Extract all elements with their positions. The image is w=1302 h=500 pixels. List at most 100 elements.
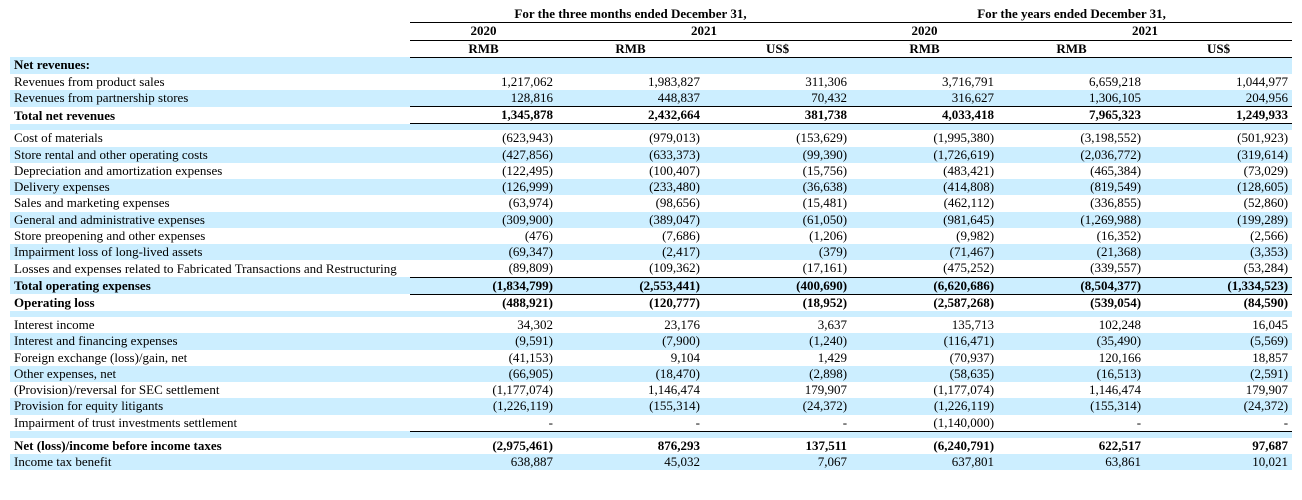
cell: 1,429: [704, 350, 851, 366]
table-row: Interest income34,30223,1763,637135,7131…: [10, 317, 1292, 333]
cell: (1,226,119): [410, 398, 557, 414]
row-label: Store preopening and other expenses: [10, 228, 410, 244]
cell: (18,952): [704, 294, 851, 311]
cell: 3,716,791: [851, 74, 998, 90]
table-row: Store rental and other operating costs(4…: [10, 147, 1292, 163]
row-label: Provision for equity litigants: [10, 398, 410, 414]
cell: (6,240,791): [851, 438, 998, 454]
cell: (69,347): [410, 244, 557, 260]
table-row: Net (loss)/income before income taxes(2,…: [10, 438, 1292, 454]
cell: 102,248: [998, 317, 1145, 333]
hdr-year-3: 2021: [998, 23, 1292, 40]
cell: 18,857: [1145, 350, 1292, 366]
cell: (6,620,686): [851, 277, 998, 294]
cell: (84,590): [1145, 294, 1292, 311]
cell: 63,861: [998, 454, 1145, 470]
hdr-year-1: 2021: [557, 23, 851, 40]
cell: (18,470): [557, 366, 704, 382]
cell: (122,495): [410, 163, 557, 179]
cell: (1,334,523): [1145, 277, 1292, 294]
cell: (71,467): [851, 244, 998, 260]
cell: (58,635): [851, 366, 998, 382]
cell: (488,921): [410, 294, 557, 311]
cell: (1,726,619): [851, 147, 998, 163]
cell: 7,965,323: [998, 107, 1145, 124]
table-row: Other expenses, net(66,905)(18,470)(2,89…: [10, 366, 1292, 382]
cell: 1,306,105: [998, 90, 1145, 107]
cell: 179,907: [704, 382, 851, 398]
row-label: Impairment loss of long-lived assets: [10, 244, 410, 260]
row-label: Cost of materials: [10, 130, 410, 146]
cell: (128,605): [1145, 179, 1292, 195]
cell: (476): [410, 228, 557, 244]
table-row: Cost of materials(623,943)(979,013)(153,…: [10, 130, 1292, 146]
cell: (52,860): [1145, 195, 1292, 211]
cell: 70,432: [704, 90, 851, 107]
cell: 9,104: [557, 350, 704, 366]
table-row: Foreign exchange (loss)/gain, net(41,153…: [10, 350, 1292, 366]
cell: (17,161): [704, 260, 851, 277]
cell: (2,566): [1145, 228, 1292, 244]
row-label: Revenues from product sales: [10, 74, 410, 90]
cell: (1,995,380): [851, 130, 998, 146]
cell: (15,756): [704, 163, 851, 179]
row-label: Income tax benefit: [10, 454, 410, 470]
cell: (35,490): [998, 333, 1145, 349]
cell: 45,032: [557, 454, 704, 470]
hdr-cur-2: US$: [704, 40, 851, 57]
cell: (16,352): [998, 228, 1145, 244]
cell: (501,923): [1145, 130, 1292, 146]
cell: 622,517: [998, 438, 1145, 454]
hdr-cur-3: RMB: [851, 40, 998, 57]
row-label: Impairment of trust investments settleme…: [10, 415, 410, 432]
cell: (70,937): [851, 350, 998, 366]
cell: (465,384): [998, 163, 1145, 179]
cell: -: [557, 415, 704, 432]
cell: (73,029): [1145, 163, 1292, 179]
cell: 1,146,474: [557, 382, 704, 398]
table-row: Provision for equity litigants(1,226,119…: [10, 398, 1292, 414]
cell: -: [704, 415, 851, 432]
cell: (2,898): [704, 366, 851, 382]
cell: 135,713: [851, 317, 998, 333]
row-label: Net revenues:: [10, 57, 410, 73]
cell: (61,050): [704, 212, 851, 228]
header-currencies: RMB RMB US$ RMB RMB US$: [10, 40, 1292, 57]
cell: (3,353): [1145, 244, 1292, 260]
table-body: Net revenues:Revenues from product sales…: [10, 57, 1292, 470]
cell: (475,252): [851, 260, 998, 277]
cell: (15,481): [704, 195, 851, 211]
cell: [1145, 57, 1292, 73]
cell: (1,834,799): [410, 277, 557, 294]
table-row: Interest and financing expenses(9,591)(7…: [10, 333, 1292, 349]
table-row: Total operating expenses(1,834,799)(2,55…: [10, 277, 1292, 294]
cell: 1,217,062: [410, 74, 557, 90]
cell: (7,686): [557, 228, 704, 244]
row-label: Foreign exchange (loss)/gain, net: [10, 350, 410, 366]
cell: (21,368): [998, 244, 1145, 260]
hdr-year-0: 2020: [410, 23, 557, 40]
cell: [998, 57, 1145, 73]
cell: (1,206): [704, 228, 851, 244]
cell: [410, 57, 557, 73]
cell: -: [410, 415, 557, 432]
cell: 97,687: [1145, 438, 1292, 454]
income-statement-table: For the three months ended December 31, …: [10, 6, 1292, 470]
cell: 637,801: [851, 454, 998, 470]
table-row: Depreciation and amortization expenses(1…: [10, 163, 1292, 179]
table-row: (Provision)/reversal for SEC settlement(…: [10, 382, 1292, 398]
cell: 128,816: [410, 90, 557, 107]
table-row: Revenues from product sales1,217,0621,98…: [10, 74, 1292, 90]
cell: 1,345,878: [410, 107, 557, 124]
row-label: Depreciation and amortization expenses: [10, 163, 410, 179]
cell: (2,587,268): [851, 294, 998, 311]
cell: (155,314): [557, 398, 704, 414]
row-label: Total operating expenses: [10, 277, 410, 294]
cell: 1,044,977: [1145, 74, 1292, 90]
cell: (389,047): [557, 212, 704, 228]
row-label: Sales and marketing expenses: [10, 195, 410, 211]
cell: (7,900): [557, 333, 704, 349]
cell: [704, 57, 851, 73]
cell: 179,907: [1145, 382, 1292, 398]
cell: 7,067: [704, 454, 851, 470]
